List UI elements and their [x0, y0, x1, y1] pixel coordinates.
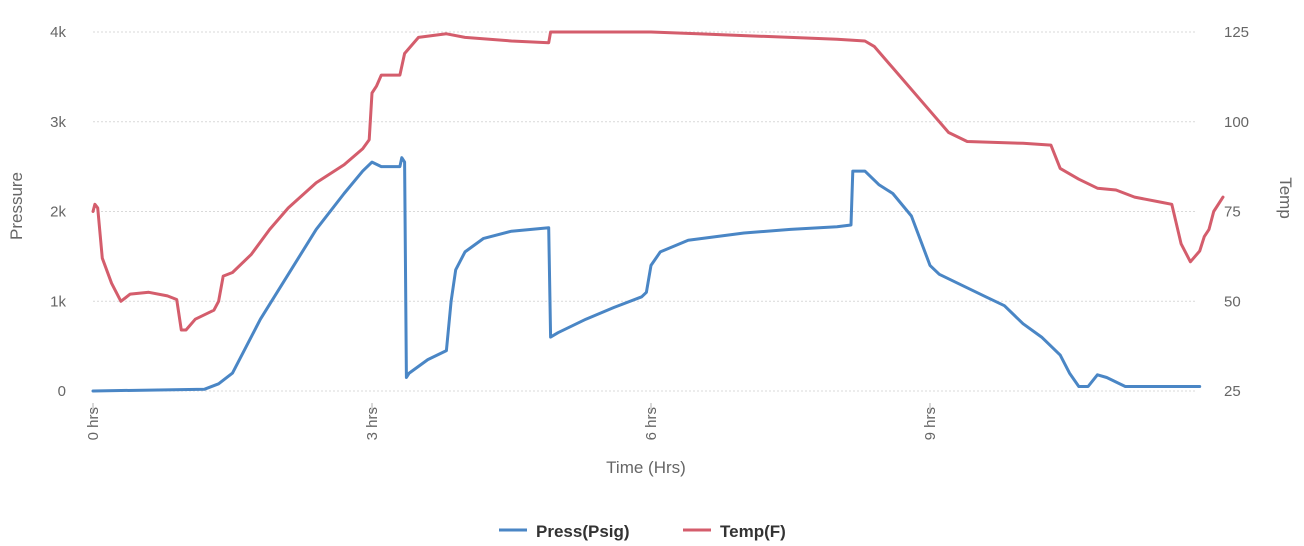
x-axis-title: Time (Hrs)	[606, 458, 686, 477]
y-right-tick-label: 100	[1224, 114, 1249, 131]
x-tick-label: 6 hrs	[643, 407, 660, 440]
y-right-tick-label: 125	[1224, 24, 1249, 41]
legend-label-temp: Temp(F)	[720, 522, 786, 541]
x-axis-ticks: 0 hrs 3 hrs 6 hrs 9 hrs	[85, 403, 939, 440]
x-tick-label: 0 hrs	[85, 407, 102, 440]
y-left-tick-label: 3k	[50, 114, 66, 131]
right-y-axis-ticks: 25 50 75 100 125	[1224, 24, 1249, 400]
y-axis-title-right: Temp	[1276, 177, 1295, 219]
y-right-tick-label: 50	[1224, 293, 1241, 310]
y-right-tick-label: 75	[1224, 204, 1241, 221]
y-left-tick-label: 0	[58, 383, 66, 400]
legend-item-press[interactable]: Press(Psig)	[499, 522, 630, 541]
legend: Press(Psig) Temp(F)	[499, 522, 786, 541]
y-left-tick-label: 4k	[50, 24, 66, 41]
y-axis-title-left: Pressure	[7, 172, 26, 240]
y-left-tick-label: 2k	[50, 204, 66, 221]
y-right-tick-label: 25	[1224, 383, 1241, 400]
x-tick-label: 9 hrs	[922, 407, 939, 440]
legend-item-temp[interactable]: Temp(F)	[683, 522, 786, 541]
series-lines	[91, 30, 1225, 393]
legend-label-press: Press(Psig)	[536, 522, 630, 541]
left-y-axis-ticks: 0 1k 2k 3k 4k	[50, 24, 66, 400]
x-tick-label: 3 hrs	[364, 407, 381, 440]
gridlines	[93, 31, 1197, 392]
series-line-press	[91, 156, 1202, 393]
y-left-tick-label: 1k	[50, 293, 66, 310]
series-line-temp	[91, 30, 1225, 332]
